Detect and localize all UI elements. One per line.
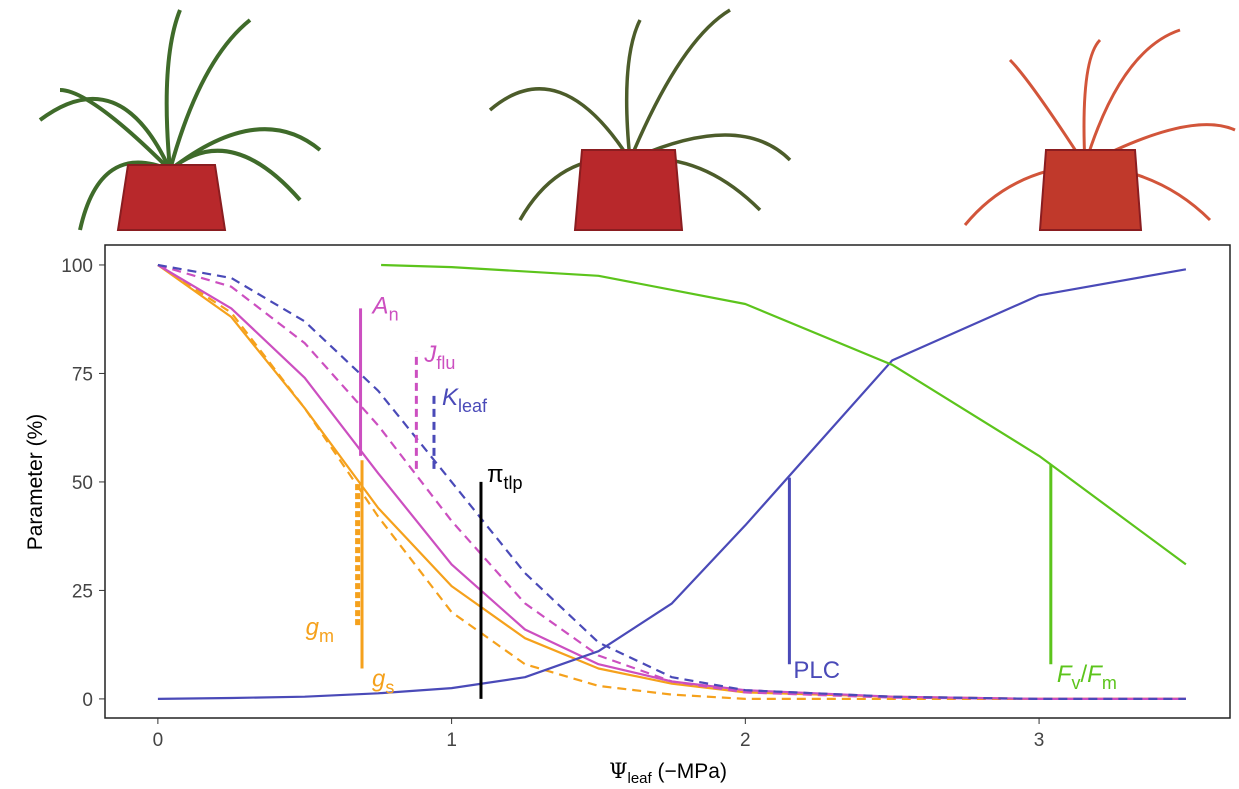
marker-label-part: m: [319, 626, 334, 646]
marker-label-part: F: [1057, 661, 1073, 688]
marker-label-part: m: [1102, 673, 1117, 693]
curve: [157, 264, 1186, 701]
marker-label: gm: [306, 614, 334, 646]
marker-label: gs: [372, 666, 394, 698]
x-tick-label: 3: [1034, 730, 1045, 751]
marker-label: An: [371, 292, 399, 324]
x-tick-label: 0: [153, 730, 164, 751]
marker-label-part: A: [371, 292, 389, 319]
x-axis-symbol: Ψ: [609, 759, 627, 783]
y-tick-label: 25: [72, 581, 93, 602]
marker-label: πtlp: [487, 461, 523, 493]
marker-label-part: PLC: [793, 657, 840, 684]
y-tick-label: 50: [72, 473, 93, 494]
y-tick-label: 75: [72, 364, 93, 385]
x-axis-sub: leaf: [627, 770, 652, 787]
y-tick-label: 0: [82, 690, 93, 711]
plot-frame: [104, 244, 1231, 719]
x-tick-label: 2: [740, 730, 751, 751]
marker-label-part: g: [372, 666, 386, 693]
marker-label-part: flu: [436, 353, 455, 373]
marker-label-part: π: [487, 461, 504, 488]
curve: [381, 263, 1187, 566]
curve: [157, 263, 1186, 701]
marker-label: PLC: [793, 657, 840, 684]
marker-label-part: K: [442, 384, 459, 411]
y-axis-title: Parameter (%): [24, 414, 47, 551]
y-tick-label: 100: [61, 256, 93, 277]
marker-label-part: s: [385, 678, 394, 698]
marker-label-part: leaf: [458, 396, 488, 416]
plant-healthy: [38, 9, 322, 231]
marker-label-part: F: [1087, 661, 1103, 688]
marker-label-part: v: [1071, 673, 1080, 693]
plant-dead: [963, 28, 1236, 231]
marker-label-part: n: [389, 304, 399, 324]
marker-label: Jflu: [423, 341, 455, 373]
plant-photos: [38, 8, 1236, 231]
x-axis-title: Ψleaf (−MPa): [609, 759, 727, 787]
x-tick-label: 1: [446, 730, 457, 751]
marker-label-part: J: [423, 341, 437, 368]
x-axis-unit: (−MPa): [652, 760, 727, 783]
plant-stressed: [488, 8, 792, 231]
marker-label: Kleaf: [442, 384, 488, 416]
marker-label: Fv/Fm: [1057, 661, 1117, 693]
marker-label-part: /: [1080, 661, 1087, 688]
curve: [157, 268, 1187, 700]
marker-label-part: tlp: [504, 473, 523, 493]
marker-label-part: g: [306, 614, 320, 641]
